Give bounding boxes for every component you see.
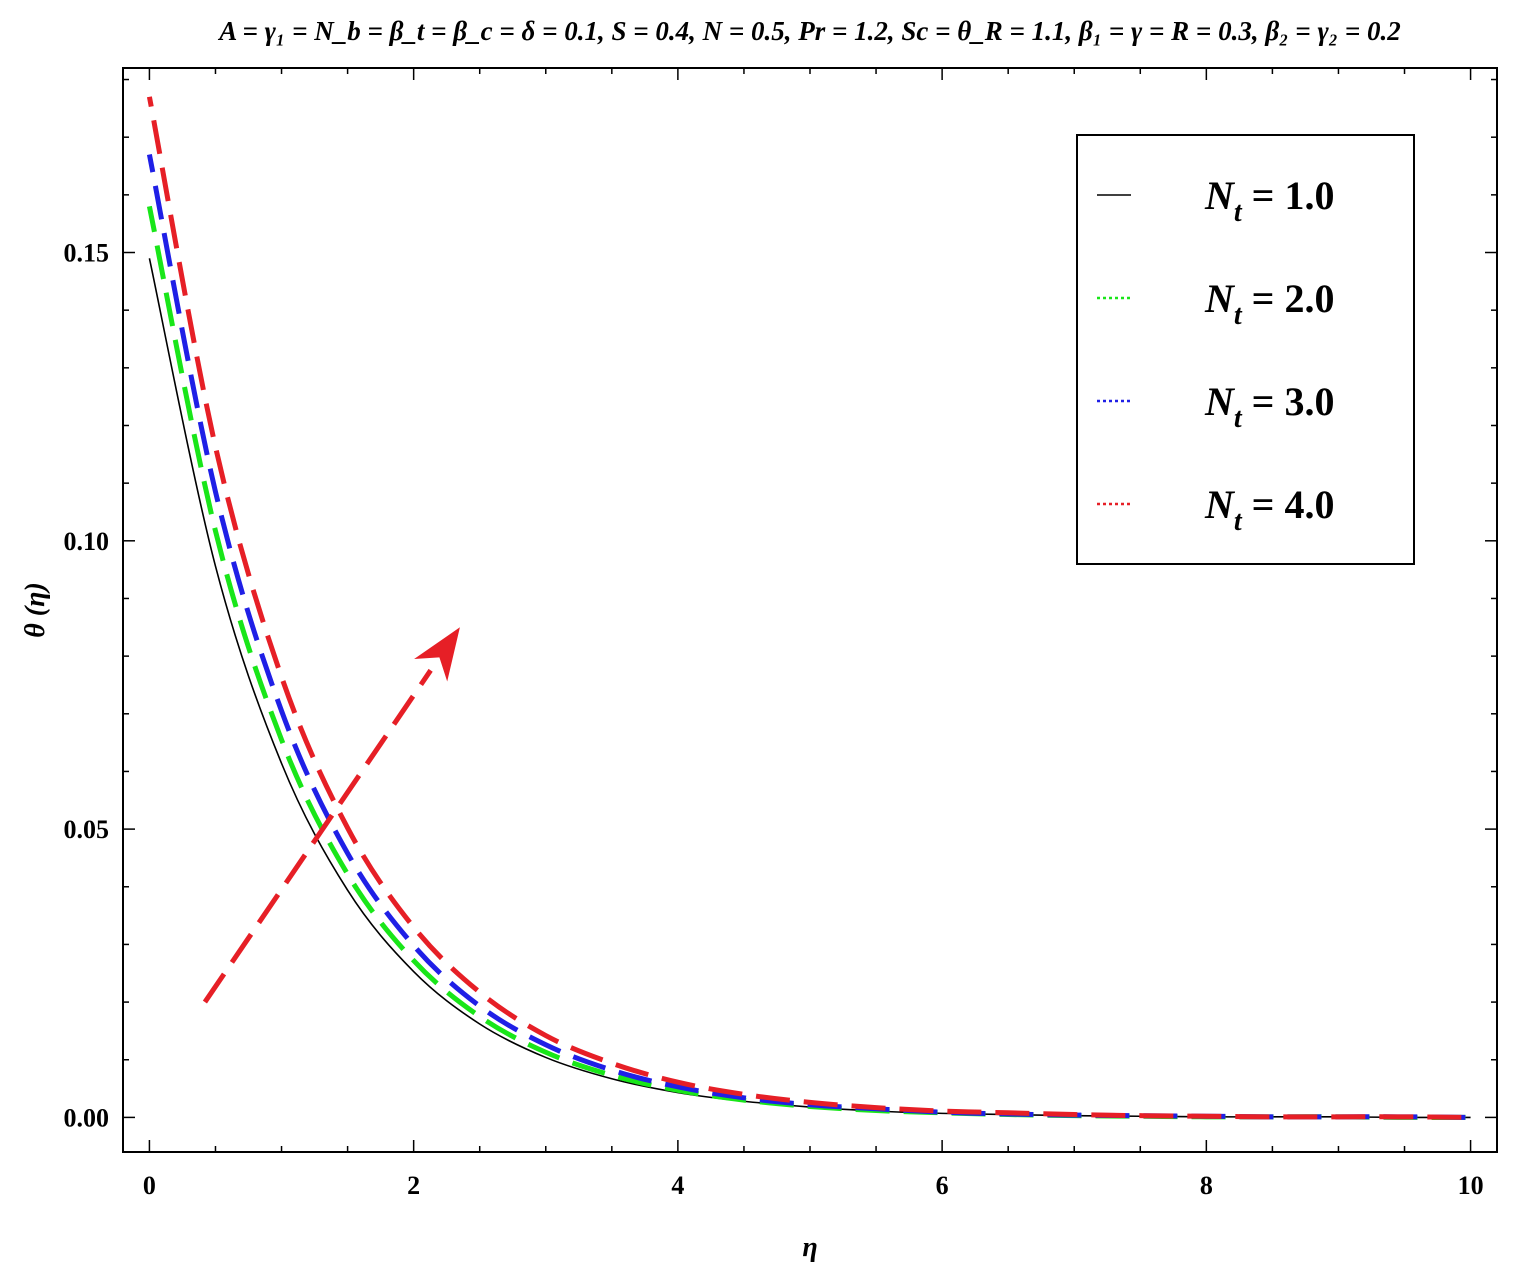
x-tick-label: 2 xyxy=(407,1171,420,1200)
series-lines xyxy=(146,96,1471,1120)
y-tick-label: 0.15 xyxy=(64,239,110,268)
arrow-head xyxy=(414,627,460,682)
x-tick-label: 8 xyxy=(1200,1171,1213,1200)
y-tick-labels: 0.00 0.05 0.10 0.15 xyxy=(64,239,110,1133)
y-tick-label: 0.00 xyxy=(64,1103,110,1132)
chart-title: A = γ₁ = N_b = β_t = β_c = δ = 0.1, S = … xyxy=(217,16,1400,46)
x-tick-label: 4 xyxy=(671,1171,684,1200)
x-tick-labels: 0 2 4 6 8 10 xyxy=(143,1171,1484,1200)
series-line-3 xyxy=(146,154,1471,1120)
x-axis-label: η xyxy=(802,1232,817,1263)
x-tick-label: 10 xyxy=(1458,1171,1484,1200)
legend-label-1: Nt = 1.0 xyxy=(1204,173,1334,228)
legend: Nt = 1.0 Nt = 2.0 Nt = 3.0 Nt = 4.0 xyxy=(1076,134,1415,565)
x-tick-label: 6 xyxy=(936,1171,949,1200)
y-tick-label: 0.05 xyxy=(64,815,110,844)
x-tick-label: 0 xyxy=(143,1171,156,1200)
y-tick-label: 0.10 xyxy=(64,527,110,556)
legend-box xyxy=(1076,134,1415,565)
legend-label-2: Nt = 2.0 xyxy=(1204,276,1334,331)
legend-label-3: Nt = 3.0 xyxy=(1204,379,1334,434)
y-axis-label: θ (η) xyxy=(20,582,51,638)
series-line-4 xyxy=(146,96,1471,1120)
increase-arrow xyxy=(202,627,460,1004)
legend-label-4: Nt = 4.0 xyxy=(1204,482,1334,537)
arrow-shaft xyxy=(202,668,433,1004)
axis-ticks xyxy=(123,68,1497,1152)
